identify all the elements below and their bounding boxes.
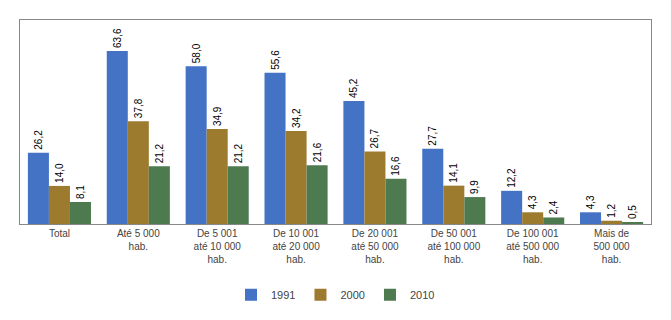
svg-text:De 50 001até 100 000hab.: De 50 001até 100 000hab. — [427, 228, 480, 265]
svg-text:21,2: 21,2 — [154, 143, 165, 163]
svg-text:55,6: 55,6 — [270, 50, 281, 70]
svg-text:De 5 001até 10 000hab.: De 5 001até 10 000hab. — [194, 228, 242, 265]
svg-text:16,6: 16,6 — [390, 156, 401, 176]
svg-text:63,6: 63,6 — [112, 28, 123, 48]
svg-text:Total: Total — [49, 228, 70, 239]
svg-text:34,2: 34,2 — [291, 108, 302, 128]
svg-text:8,1: 8,1 — [75, 185, 86, 199]
svg-text:58,0: 58,0 — [191, 43, 202, 63]
svg-text:14,0: 14,0 — [54, 163, 65, 183]
svg-text:Mais de500 000hab.: Mais de500 000hab. — [593, 228, 630, 265]
svg-text:45,2: 45,2 — [348, 78, 359, 98]
svg-text:37,8: 37,8 — [133, 98, 144, 118]
svg-text:1991: 1991 — [271, 289, 295, 301]
svg-text:34,9: 34,9 — [212, 106, 223, 126]
svg-text:2,4: 2,4 — [548, 200, 559, 214]
svg-text:21,6: 21,6 — [312, 142, 323, 162]
svg-text:0,5: 0,5 — [627, 205, 638, 219]
svg-text:4,3: 4,3 — [527, 195, 538, 209]
svg-text:27,7: 27,7 — [427, 126, 438, 146]
svg-text:Até 5 000hab.: Até 5 000hab. — [117, 228, 160, 252]
svg-text:4,3: 4,3 — [585, 195, 596, 209]
svg-text:De 100 001até 500 000hab.: De 100 001até 500 000hab. — [506, 228, 559, 265]
svg-text:9,9: 9,9 — [469, 180, 480, 194]
svg-text:26,2: 26,2 — [33, 130, 44, 150]
svg-text:2000: 2000 — [340, 289, 364, 301]
svg-text:De 10 001até 20 000hab.: De 10 001até 20 000hab. — [272, 228, 320, 265]
svg-text:1,2: 1,2 — [606, 203, 617, 217]
svg-text:De 20 001até 50 000hab.: De 20 001até 50 000hab. — [351, 228, 399, 265]
svg-text:12,2: 12,2 — [506, 168, 517, 188]
svg-text:14,1: 14,1 — [448, 163, 459, 183]
svg-text:21,2: 21,2 — [233, 143, 244, 163]
svg-text:26,7: 26,7 — [369, 128, 380, 148]
svg-text:2010: 2010 — [410, 289, 434, 301]
